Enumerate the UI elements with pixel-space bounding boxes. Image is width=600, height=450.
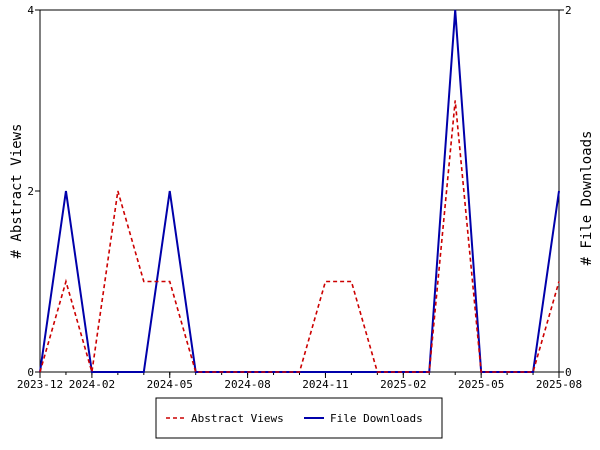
x-tick-label: 2025-05: [458, 378, 504, 391]
left-y-tick-label: 4: [27, 4, 34, 17]
x-axis: 2023-12 2024-02 2024-05 2024-08 2024-11 2025-…: [17, 372, 582, 391]
x-tick-label: 2024-02: [69, 378, 115, 391]
x-tick-label: 2024-05: [147, 378, 193, 391]
legend: Abstract Views File Downloads: [155, 397, 443, 439]
left-axis-title: # Abstract Views: [9, 124, 25, 259]
x-tick-label: 2025-08: [536, 378, 582, 391]
x-tick-label: 2023-12: [17, 378, 63, 391]
left-y-tick-label: 2: [27, 185, 34, 198]
right-y-axis: 02: [559, 4, 572, 379]
left-y-axis: 0 2 4: [27, 4, 40, 379]
x-tick-label: 2024-11: [302, 378, 348, 391]
legend-label-file-downloads: File Downloads: [330, 412, 423, 425]
legend-label-abstract-views: Abstract Views: [191, 412, 284, 425]
left-y-tick-label: 0: [27, 366, 34, 379]
series-line-abstract-views: [39, 100, 560, 373]
right-y-tick-label: 0: [565, 366, 572, 379]
legend-box: [155, 397, 443, 439]
x-tick-label: 2024-08: [224, 378, 270, 391]
plot-area: [39, 9, 560, 373]
x-tick-label: 2025-02: [380, 378, 426, 391]
series-lines: [39, 9, 560, 373]
right-axis-title: # File Downloads: [579, 131, 595, 266]
right-y-tick-label: 2: [565, 4, 572, 17]
